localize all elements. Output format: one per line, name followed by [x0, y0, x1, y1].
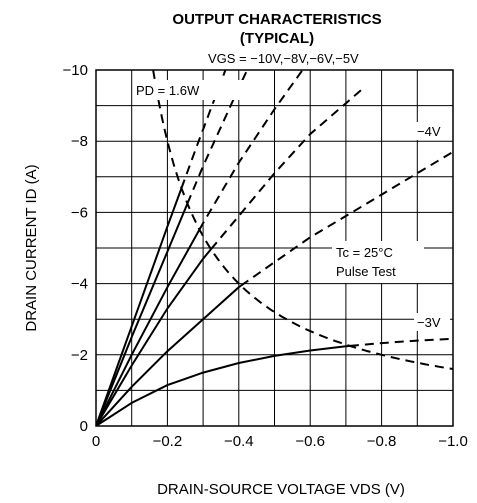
series-line-solid [96, 229, 201, 426]
series-line-solid [96, 203, 189, 426]
y-tick-label: 0 [80, 418, 88, 435]
series-line-solid [96, 344, 350, 426]
annotation-tc: Tc = 25°C [336, 245, 393, 260]
x-tick-label: 0 [92, 433, 100, 450]
annotation-vgs3: −3V [417, 315, 441, 330]
annotation-vgs4: −4V [417, 124, 441, 139]
x-axis-label: DRAIN-SOURCE VOLTAGE VDS (V) [157, 481, 405, 498]
annotation-pd: PD = 1.6W [136, 83, 200, 98]
series-line-solid [96, 284, 242, 426]
series-line-solid [96, 187, 183, 426]
annotation-pulse: Pulse Test [336, 264, 396, 279]
x-tick-label: −1.0 [438, 433, 468, 450]
series-line-dashed [240, 151, 453, 287]
series-line-dashed [210, 87, 365, 250]
chart-subtitle: (TYPICAL) [240, 30, 314, 47]
annotation-vgs3-bg [414, 313, 450, 331]
x-tick-label: −0.2 [153, 433, 183, 450]
chart-title: OUTPUT CHARACTERISTICS [172, 11, 381, 28]
y-tick-label: −8 [71, 133, 88, 150]
y-tick-label: −6 [71, 204, 88, 221]
y-tick-label: −2 [71, 347, 88, 364]
series-line-dashed [198, 70, 304, 230]
series-line-solid [96, 248, 212, 426]
annotation-vgs: VGS = −10V,−8V,−6V,−5V [208, 51, 359, 66]
x-tick-labels: 0 −0.2 −0.4 −0.6 −0.8 −1.0 [92, 433, 468, 450]
annotation-pd-bg [133, 80, 255, 100]
plot-frame [95, 69, 454, 427]
y-tick-label: −4 [71, 276, 88, 293]
annotation-tc-bg [332, 241, 424, 283]
y-tick-label: −10 [63, 62, 88, 79]
annotation-vgs4-bg [414, 122, 450, 140]
y-axis-label: DRAIN CURRENT ID (A) [23, 164, 40, 331]
y-tick-labels: 0 −2 −4 −6 −8 −10 [63, 62, 88, 435]
series-line-dashed [349, 337, 453, 347]
x-tick-label: −0.4 [224, 433, 254, 450]
x-tick-label: −0.8 [367, 433, 397, 450]
x-tick-label: −0.6 [295, 433, 325, 450]
